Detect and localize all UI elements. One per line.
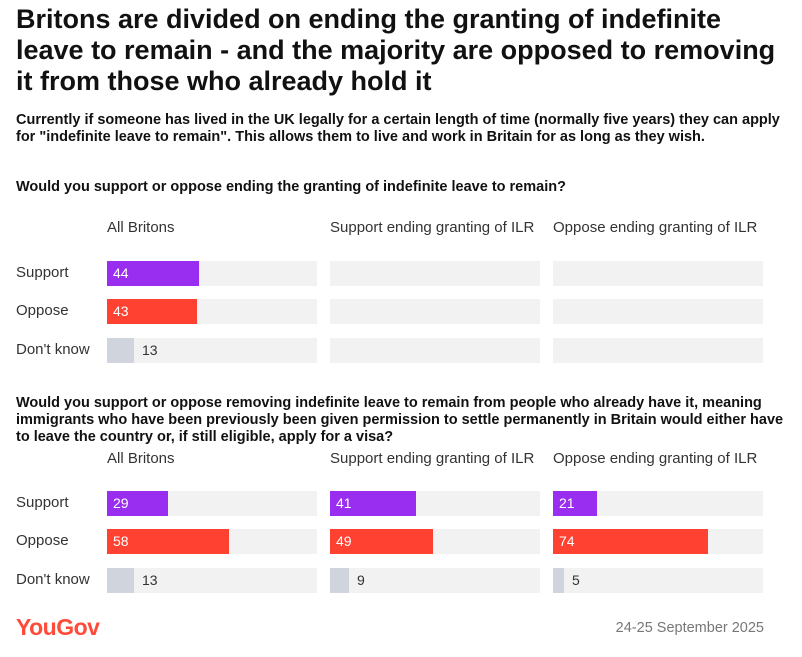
- bar-value-label: 49: [336, 533, 352, 549]
- bar-track: 13: [107, 338, 317, 363]
- bar-value-label: 74: [559, 533, 575, 549]
- bar: [330, 529, 433, 554]
- column-header: Support ending granting of ILR: [330, 450, 535, 467]
- bar-track: 41: [330, 491, 540, 516]
- column-header: Oppose ending granting of ILR: [553, 450, 758, 467]
- bar-value-label: 9: [357, 572, 365, 588]
- bar: [553, 568, 564, 593]
- column-header: All Britons: [107, 450, 175, 467]
- bar-value-label: 5: [572, 572, 580, 588]
- bar-track: 43: [107, 299, 317, 324]
- bar-value-label: 21: [559, 495, 575, 511]
- bar: [107, 299, 197, 324]
- row-label: Oppose: [16, 302, 69, 319]
- bar: [107, 338, 134, 363]
- question-text: Would you support or oppose removing ind…: [16, 395, 784, 445]
- row-label: Don't know: [16, 571, 90, 588]
- row-label: Don't know: [16, 341, 90, 358]
- bar-value-label: 43: [113, 303, 129, 319]
- bar-track: 21: [553, 491, 763, 516]
- column-header: Oppose ending granting of ILR: [553, 219, 758, 236]
- chart-title: Britons are divided on ending the granti…: [16, 4, 776, 96]
- row-label: Oppose: [16, 532, 69, 549]
- bar-track: [553, 261, 763, 286]
- bar: [330, 568, 349, 593]
- bar: [107, 568, 134, 593]
- bar-track: 5: [553, 568, 763, 593]
- bar-track: 58: [107, 529, 317, 554]
- bar-track: 9: [330, 568, 540, 593]
- bar-track: [330, 299, 540, 324]
- bar: [107, 261, 199, 286]
- chart-subtitle: Currently if someone has lived in the UK…: [16, 112, 780, 145]
- bar-value-label: 58: [113, 533, 129, 549]
- bar-value-label: 13: [142, 572, 158, 588]
- row-label: Support: [16, 264, 69, 281]
- bar: [107, 491, 168, 516]
- bar-value-label: 44: [113, 265, 129, 281]
- bar: [330, 491, 416, 516]
- bar: [553, 491, 597, 516]
- bar-track: [553, 338, 763, 363]
- yougov-logo: YouGov: [16, 614, 100, 640]
- bar-value-label: 13: [142, 342, 158, 358]
- bar-track: 29: [107, 491, 317, 516]
- bar-track: 49: [330, 529, 540, 554]
- bar-value-label: 41: [336, 495, 352, 511]
- bar: [107, 529, 229, 554]
- bar-value-label: 29: [113, 495, 129, 511]
- bar-track: 74: [553, 529, 763, 554]
- bar-track: [330, 261, 540, 286]
- bar-track: [553, 299, 763, 324]
- bar-track: 13: [107, 568, 317, 593]
- column-header: Support ending granting of ILR: [330, 219, 535, 236]
- bar-track: 44: [107, 261, 317, 286]
- question-text: Would you support or oppose ending the g…: [16, 179, 566, 195]
- bar: [553, 529, 708, 554]
- row-label: Support: [16, 494, 69, 511]
- column-header: All Britons: [107, 219, 175, 236]
- survey-date: 24-25 September 2025: [615, 620, 764, 636]
- bar-track: [330, 338, 540, 363]
